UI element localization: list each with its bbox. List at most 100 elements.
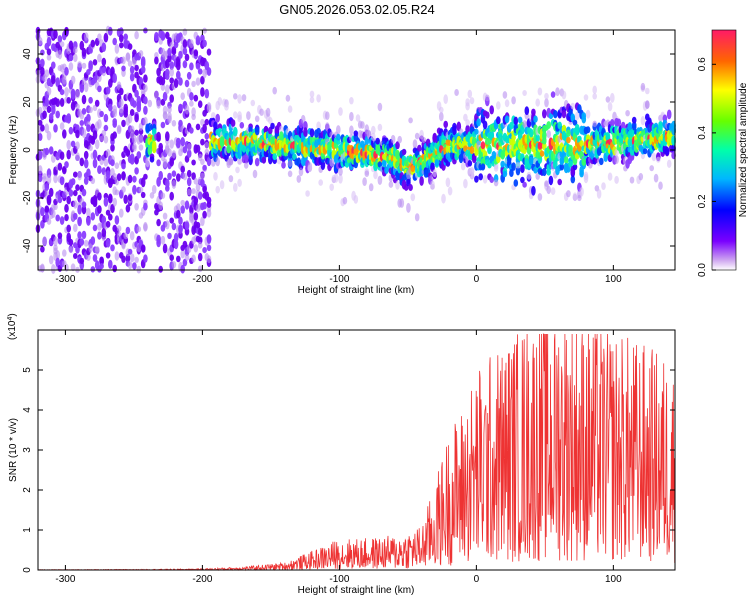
spectrogram-cell xyxy=(86,216,91,226)
spectrogram-cell xyxy=(51,61,56,69)
spectrogram-cell xyxy=(441,193,446,204)
spectrogram-cell xyxy=(129,109,135,116)
spectrogram-cell xyxy=(59,151,65,160)
spectrogram-cell xyxy=(235,166,240,174)
spectrogram-cell xyxy=(546,185,551,195)
spectrogram-cell xyxy=(165,31,170,39)
spectrogram-cell xyxy=(167,232,172,240)
spectrogram-cell xyxy=(134,64,139,72)
spectrogram-cell xyxy=(97,119,102,129)
spectrogram-cell xyxy=(568,160,573,168)
spectrogram-cell xyxy=(410,164,416,173)
snr-x-ticks: -300 -200 -100 0 100 xyxy=(55,330,622,585)
spectrogram-cell xyxy=(92,158,98,169)
spectrogram-cell xyxy=(252,169,258,179)
spectrogram-cell xyxy=(81,108,87,115)
spectrogram-cell xyxy=(309,96,315,104)
spectrogram-cell xyxy=(158,142,163,151)
spectrogram-cell xyxy=(64,203,69,213)
spectrogram-cell xyxy=(79,157,85,167)
spectrogram-cell xyxy=(408,117,413,124)
spectrogram-cell xyxy=(583,173,589,184)
spectrogram-cell xyxy=(360,121,365,129)
x-tick-label: -300 xyxy=(55,574,75,585)
spectrogram-cell xyxy=(581,112,587,120)
spectrogram-cell xyxy=(112,264,117,273)
spectrogram-cell xyxy=(62,129,67,139)
spectrogram-cell xyxy=(561,109,567,119)
spectrogram-cell xyxy=(489,176,495,183)
spectrogram-cell xyxy=(90,177,96,185)
spectrogram-cell xyxy=(44,98,50,107)
spectrogram-cell xyxy=(189,100,194,107)
spectrogram-cell xyxy=(114,189,120,196)
spectrogram-cell xyxy=(434,159,440,167)
spectrogram-cell xyxy=(103,158,109,167)
spectrogram-cell xyxy=(237,158,242,165)
spectrogram-cell xyxy=(241,94,247,102)
spectrogram-cell xyxy=(408,184,413,191)
spectrogram-cell xyxy=(237,94,242,104)
spectrogram-cell xyxy=(46,174,52,185)
spectrogram-cell xyxy=(105,220,111,228)
spectrogram-cell xyxy=(59,41,65,48)
spectrogram-cell xyxy=(601,182,606,191)
spectrogram-cell xyxy=(176,209,181,219)
spectrogram-cell xyxy=(197,68,203,75)
spectrogram-cell xyxy=(165,68,170,77)
spectrogram-cell xyxy=(195,62,201,70)
spectrogram-cell xyxy=(250,99,256,107)
spectrogram-cell xyxy=(129,253,135,263)
spectrogram-cell xyxy=(103,32,109,43)
y-tick-label: -20 xyxy=(22,190,33,205)
spectrogram-cell xyxy=(51,75,56,85)
spectrogram-cell xyxy=(509,169,514,177)
spectrogram-cell xyxy=(143,96,148,105)
spectrogram-cell xyxy=(169,254,174,261)
colorbar-tick-label: 0.0 xyxy=(697,263,708,277)
spectrogram-cell xyxy=(123,194,128,204)
spectrogram-cell xyxy=(88,243,93,253)
spectrogram-cell xyxy=(544,98,549,108)
x-tick-label: 100 xyxy=(605,274,622,285)
spectrogram-cell xyxy=(535,98,540,107)
x-tick-label: -100 xyxy=(329,574,349,585)
spectrogram-cell xyxy=(132,100,137,108)
spectrogram-cell xyxy=(129,73,135,82)
spectrogram-cell xyxy=(206,67,212,76)
spectrogram-cell xyxy=(42,173,47,180)
spectrogram-cell xyxy=(112,105,117,115)
spectrogram-cell xyxy=(193,212,199,221)
spectrogram-cell xyxy=(132,175,137,183)
spectrogram-cell xyxy=(167,37,172,44)
y-tick-label: 20 xyxy=(22,96,33,108)
spectrogram-cell xyxy=(443,120,449,129)
spectrogram-cell xyxy=(338,107,343,116)
spectrogram-cell xyxy=(522,181,527,188)
spectrogram-cell xyxy=(134,31,139,40)
y-tick-label: 0 xyxy=(22,567,33,573)
spectrogram-cell xyxy=(342,196,348,205)
spectrogram-cell xyxy=(140,66,146,74)
spectrogram-cell xyxy=(64,66,69,76)
spectrogram-cell xyxy=(79,83,85,93)
spectrogram-cell xyxy=(533,115,538,123)
spectrogram-cell xyxy=(55,250,60,260)
spectrogram-cell xyxy=(42,110,47,119)
spectrogram-cell xyxy=(55,98,60,107)
spectrogram-cell xyxy=(480,141,486,150)
spectrogram-cell xyxy=(53,203,58,211)
spectrogram-cell xyxy=(197,100,203,108)
spectrogram-cell xyxy=(528,128,534,138)
spectrogram-cell xyxy=(73,212,78,220)
spectrogram-cell xyxy=(570,102,576,110)
spectrogram-cell xyxy=(184,53,190,62)
spectrogram-cell xyxy=(395,141,400,150)
spectrogram-cell xyxy=(287,160,293,167)
spectrogram-cell xyxy=(105,86,111,95)
spectrogram-cell xyxy=(51,264,56,274)
spectrogram-cell xyxy=(397,135,403,144)
spectrogram-cell xyxy=(125,204,131,213)
